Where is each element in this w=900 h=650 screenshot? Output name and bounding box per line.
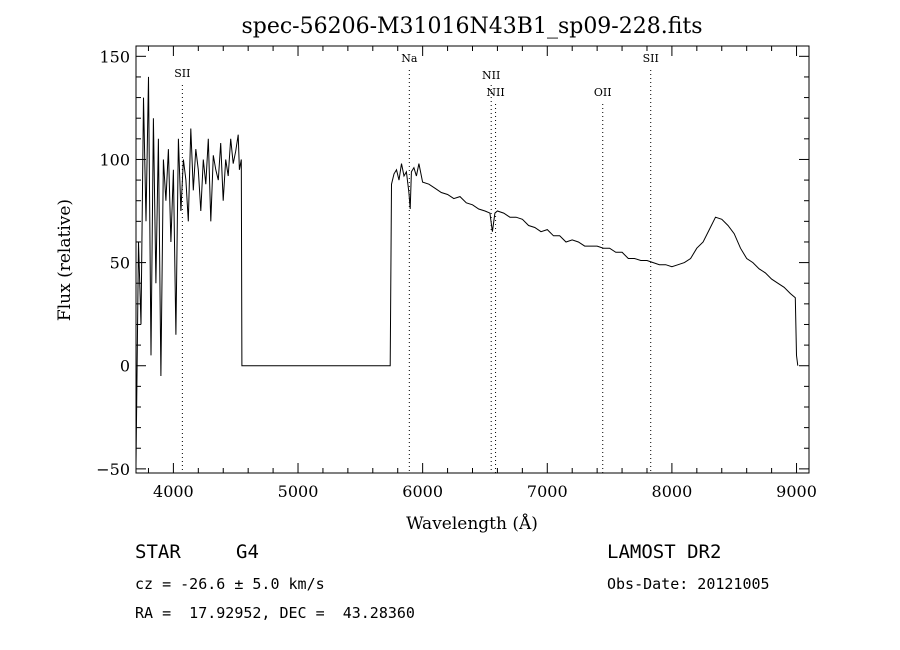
y-tick-label: 100	[99, 150, 130, 169]
spectral-line-label: Na	[401, 52, 418, 65]
spectrum-series-line	[135, 76, 799, 465]
x-tick-label: 4000	[153, 482, 194, 501]
y-tick-label: −50	[96, 460, 130, 479]
x-tick-label: 5000	[278, 482, 319, 501]
redshift-cz: cz = -26.6 ± 5.0 km/s	[135, 575, 325, 593]
spectral-line-label: NII	[486, 86, 504, 99]
object-type: STAR	[135, 541, 181, 563]
y-tick-label: 50	[110, 254, 130, 273]
spectral-line-label: SII	[174, 67, 190, 80]
x-tick-label: 7000	[527, 482, 568, 501]
x-tick-label: 6000	[402, 482, 443, 501]
survey-name: LAMOST DR2	[607, 541, 722, 563]
y-axis-label: Flux (relative)	[55, 199, 75, 321]
y-tick-label: 0	[120, 357, 130, 376]
y-tick-label: 150	[99, 47, 130, 66]
axis-ticks: 4000 5000 6000 7000 8000 9000 −50 0 50 100 150	[96, 46, 817, 501]
object-subclass: G4	[236, 541, 259, 563]
obs-date: Obs-Date: 20121005	[607, 575, 770, 593]
spectral-line-label: OII	[594, 86, 612, 99]
ra-dec: RA = 17.92952, DEC = 43.28360	[135, 604, 415, 622]
plot-frame	[135, 45, 810, 474]
x-axis-label: Wavelength (Å)	[406, 513, 538, 534]
chart-title: spec-56206-M31016N43B1_sp09-228.fits	[241, 14, 702, 39]
x-tick-label: 9000	[776, 482, 817, 501]
spectral-line-label: NII	[482, 69, 500, 82]
spectral-lines: SII Na NII NII OII SII	[174, 52, 659, 473]
spectral-line-label: SII	[643, 52, 659, 65]
x-tick-label: 8000	[652, 482, 693, 501]
